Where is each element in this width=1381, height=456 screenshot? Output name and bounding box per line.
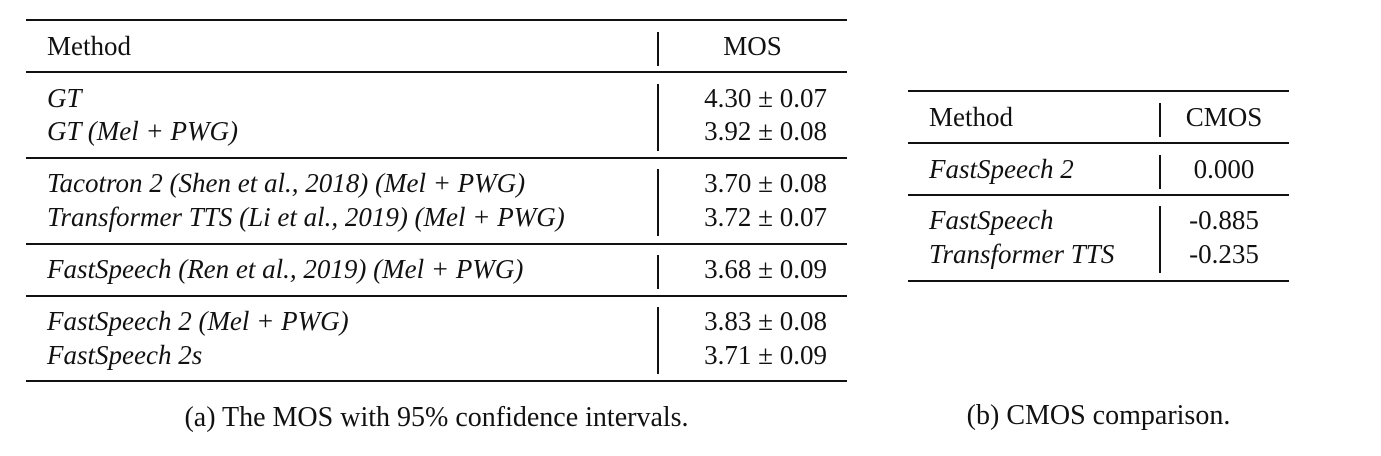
bottom-rule: [26, 380, 847, 382]
header-rule: [908, 142, 1289, 144]
top-rule: [908, 90, 1289, 92]
header-method: Method: [929, 102, 1013, 132]
group-rule: [26, 157, 847, 159]
method-cell: FastSpeech 2 (Mel + PWG): [47, 306, 349, 336]
mos-value: 3.92 ± 0.08: [704, 116, 827, 146]
mos-value: 3.70 ± 0.08: [704, 168, 827, 198]
method-cell: GT: [47, 83, 82, 113]
cmos-value: -0.885: [1189, 205, 1259, 235]
header-cmos: CMOS: [1185, 102, 1263, 132]
mos-value: 4.30 ± 0.07: [704, 83, 827, 113]
top-rule: [26, 19, 847, 21]
method-cell: GT (Mel + PWG): [47, 116, 238, 146]
bottom-rule: [908, 280, 1289, 282]
header-mos: MOS: [723, 31, 782, 61]
column-separator: [657, 32, 659, 66]
mos-value: 3.71 ± 0.09: [704, 340, 827, 370]
mos-value: 3.72 ± 0.07: [704, 202, 827, 232]
column-separator: [1159, 206, 1161, 273]
mos-value: 3.68 ± 0.09: [704, 254, 827, 284]
method-cell: FastSpeech (Ren et al., 2019) (Mel + PWG…: [47, 254, 524, 284]
column-separator: [657, 169, 659, 236]
mos-value: 3.83 ± 0.08: [704, 306, 827, 336]
method-cell: FastSpeech: [929, 205, 1054, 235]
header-rule: [26, 71, 847, 73]
column-separator: [1159, 103, 1161, 137]
group-rule: [908, 194, 1289, 196]
method-cell: Transformer TTS (Li et al., 2019) (Mel +…: [47, 202, 565, 232]
method-cell: FastSpeech 2s: [47, 340, 203, 370]
method-cell: FastSpeech 2: [929, 154, 1074, 184]
cmos-value: 0.000: [1193, 154, 1255, 184]
caption-b: (b) CMOS comparison.: [966, 400, 1231, 431]
column-separator: [657, 307, 659, 374]
method-cell: Tacotron 2 (Shen et al., 2018) (Mel + PW…: [47, 168, 526, 198]
column-separator: [657, 255, 659, 289]
caption-a: (a) The MOS with 95% confidence interval…: [184, 402, 689, 433]
cmos-value: -0.235: [1189, 239, 1259, 269]
method-cell: Transformer TTS: [929, 239, 1115, 269]
column-separator: [1159, 155, 1161, 189]
group-rule: [26, 295, 847, 297]
column-separator: [657, 84, 659, 151]
group-rule: [26, 243, 847, 245]
header-method: Method: [47, 31, 131, 61]
